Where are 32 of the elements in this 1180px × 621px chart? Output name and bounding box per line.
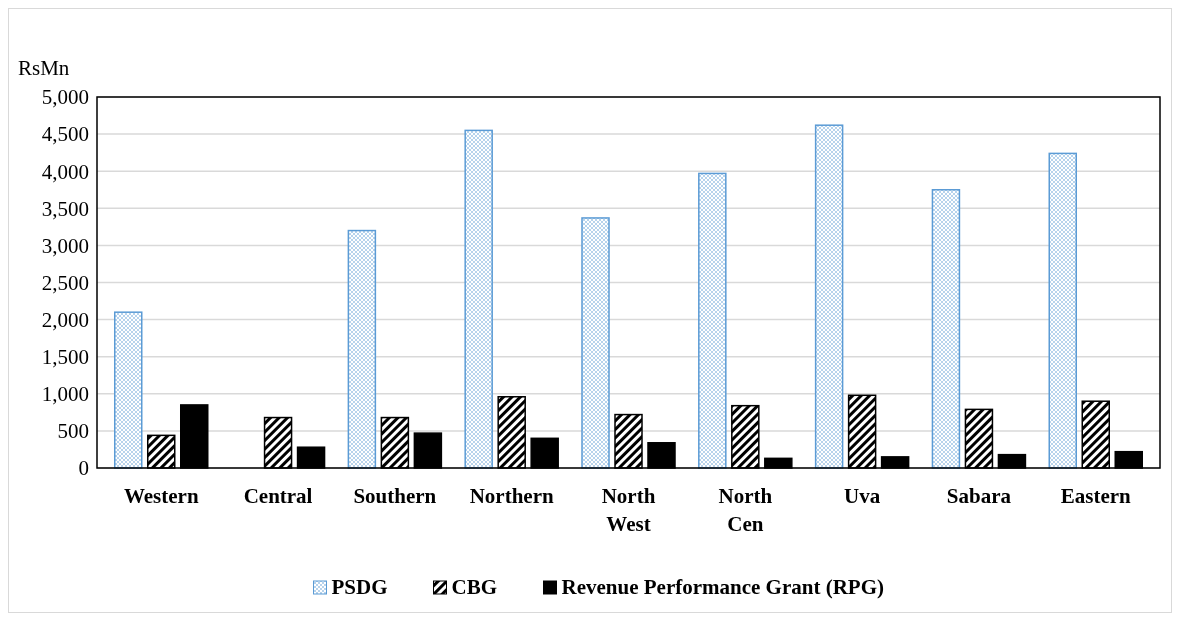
- x-tick-label: Northern: [469, 484, 554, 508]
- bar: [114, 311, 143, 469]
- y-tick-label: 2,000: [41, 307, 89, 332]
- y-tick-label: 0: [78, 456, 89, 481]
- x-tick-label: Southern: [353, 484, 437, 508]
- x-tick-label: Eastern: [1060, 484, 1132, 508]
- y-tick-label: 1,000: [41, 382, 89, 407]
- bar: [814, 124, 844, 469]
- x-tick-label: North West: [601, 484, 656, 536]
- y-tick-label: 5,000: [41, 85, 89, 110]
- y-tick-label: 1,500: [41, 345, 89, 370]
- y-tick-label: 4,500: [41, 122, 89, 147]
- y-tick-label: 500: [57, 419, 89, 444]
- y-tick-label: 3,000: [41, 233, 89, 258]
- y-axis-title: RsMn: [18, 56, 70, 80]
- legend-label: PSDG: [331, 575, 388, 599]
- x-tick-label: North Cen: [718, 484, 773, 536]
- x-tick-label: Sabara: [946, 484, 1012, 508]
- x-tick-label: Central: [243, 484, 313, 508]
- bar: [931, 189, 961, 469]
- y-tick-label: 2,500: [41, 270, 89, 295]
- x-tick-label: Uva: [844, 484, 881, 508]
- bar: [347, 229, 377, 469]
- bar: [464, 129, 493, 469]
- legend-label: Revenue Performance Grant (RPG): [561, 575, 884, 599]
- x-tick-label: Western: [123, 484, 199, 508]
- bar: [581, 217, 610, 469]
- bar: [1048, 152, 1077, 469]
- bar: [698, 172, 727, 469]
- y-tick-label: 4,000: [41, 159, 89, 184]
- y-tick-label: 3,500: [41, 196, 89, 221]
- legend-label: CBG: [451, 575, 498, 599]
